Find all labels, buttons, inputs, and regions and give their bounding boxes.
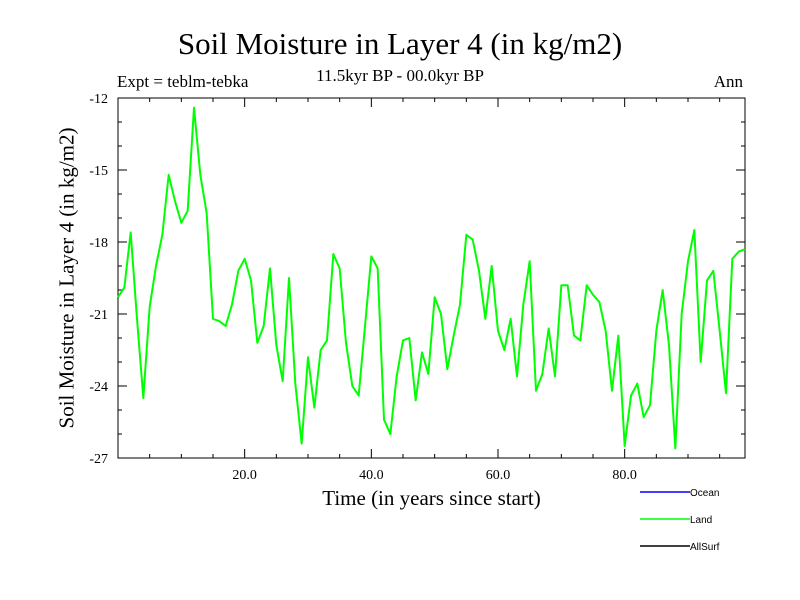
experiment-label: Expt = teblm-tebka <box>117 72 249 91</box>
x-tick-label: 40.0 <box>359 468 384 483</box>
y-axis-ticks: -12 -15 -18 -21 -24 -27 <box>89 92 745 467</box>
y-tick-label: -15 <box>89 164 108 179</box>
y-axis-label-container: Soil Moisture in Layer 4 (in kg/m2) <box>52 98 82 458</box>
legend: Ocean Land AllSurf <box>640 488 720 553</box>
series-line-land <box>117 106 746 450</box>
x-tick-label: 20.0 <box>232 468 257 483</box>
y-tick-label: -12 <box>89 92 108 107</box>
x-axis-ticks: 20.0 40.0 60.0 80.0 <box>149 98 721 483</box>
y-tick-label: -27 <box>89 452 108 467</box>
legend-label-ocean: Ocean <box>690 488 719 499</box>
series-group <box>117 106 746 450</box>
y-tick-label: -18 <box>89 236 108 251</box>
x-axis-label: Time (in years since start) <box>322 486 541 510</box>
legend-label-allsurf: AllSurf <box>690 542 720 553</box>
chart-subtitle: 11.5kyr BP - 00.0kyr BP <box>316 66 484 85</box>
plot-frame <box>117 97 746 459</box>
y-tick-label: -21 <box>89 308 108 323</box>
x-tick-label: 80.0 <box>612 468 637 483</box>
x-tick-label: 60.0 <box>486 468 511 483</box>
chart-title: Soil Moisture in Layer 4 (in kg/m2) <box>177 26 623 61</box>
y-axis-label: Soil Moisture in Layer 4 (in kg/m2) <box>54 127 79 429</box>
legend-label-land: Land <box>690 515 712 526</box>
season-label: Ann <box>713 72 743 91</box>
y-tick-label: -24 <box>89 380 108 395</box>
